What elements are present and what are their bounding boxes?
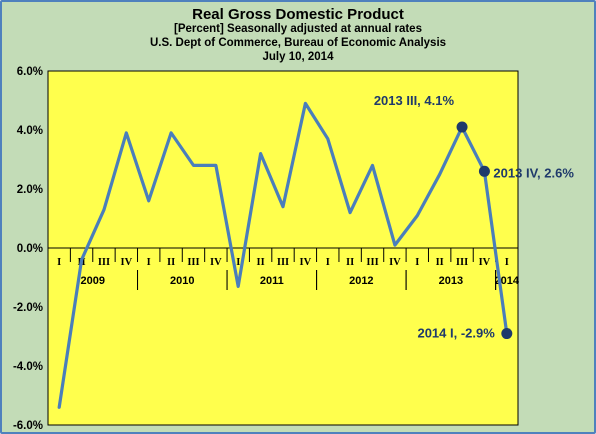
quarter-label: I [57, 257, 61, 268]
y-tick-label: -4.0% [13, 361, 43, 373]
chart-subtitle-2: U.S. Dept of Commerce, Bureau of Economi… [149, 37, 447, 49]
quarter-label: III [98, 257, 110, 268]
year-label: 2011 [260, 275, 284, 287]
y-axis: 6.0% 4.0% 2.0% 0.0% -2.0% -4.0% -6.0% [13, 66, 43, 432]
data-point-annotation: 2013 IV, 2.6% [493, 165, 574, 180]
chart-subtitle-3: July 10, 2014 [262, 51, 334, 63]
quarter-label: I [326, 257, 330, 268]
quarter-label: II [167, 257, 175, 268]
year-label: 2013 [439, 275, 463, 287]
data-point-marker [501, 328, 513, 340]
data-point-annotation: 2013 III, 4.1% [374, 93, 455, 108]
data-point-annotation: 2014 I, -2.9% [417, 326, 495, 341]
quarter-label: I [236, 257, 240, 268]
y-tick-label: 2.0% [17, 184, 43, 196]
quarter-label: I [415, 257, 419, 268]
year-label: 2010 [170, 275, 194, 287]
y-tick-label: -6.0% [13, 420, 43, 432]
quarter-label: I [147, 257, 151, 268]
quarter-label: IV [389, 257, 401, 268]
quarter-label: II [436, 257, 444, 268]
quarter-label: IV [120, 257, 132, 268]
quarter-label: III [277, 257, 289, 268]
chart-title: Real Gross Domestic Product [192, 6, 404, 23]
quarter-label: III [187, 257, 199, 268]
year-label: 2009 [81, 275, 105, 287]
annotations-layer: 2013 III, 4.1% 2013 IV, 2.6% 2014 I, -2.9% [374, 93, 575, 340]
series-layer [57, 101, 509, 409]
quarter-label: IV [300, 257, 312, 268]
data-point-marker [456, 121, 468, 133]
quarter-label: II [257, 257, 265, 268]
quarter-label: IV [479, 257, 491, 268]
y-tick-label: 0.0% [17, 243, 43, 255]
quarter-label: III [366, 257, 378, 268]
quarter-label: I [505, 257, 509, 268]
quarter-label: IV [210, 257, 222, 268]
data-point-marker [478, 165, 490, 177]
quarter-label: II [346, 257, 354, 268]
y-tick-label: 4.0% [17, 125, 43, 137]
chart-subtitle-1: [Percent] Seasonally adjusted at annual … [174, 23, 422, 35]
y-tick-label: 6.0% [17, 66, 43, 78]
y-tick-label: -2.0% [13, 302, 43, 314]
gdp-series-line [57, 101, 509, 409]
quarter-label: III [456, 257, 468, 268]
year-label: 2012 [349, 275, 373, 287]
